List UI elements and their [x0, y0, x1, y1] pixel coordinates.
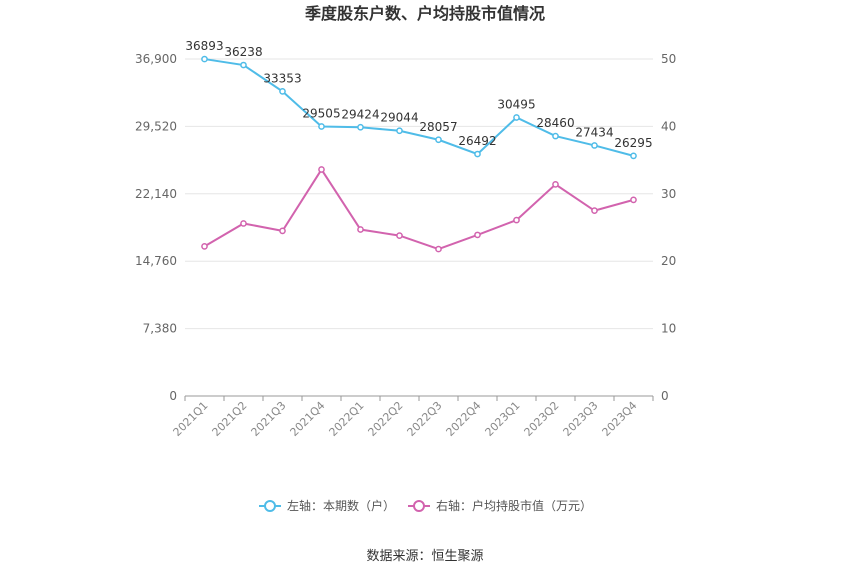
data-point [357, 226, 364, 233]
left-tick-label: 29,520 [135, 119, 177, 133]
data-point [435, 136, 442, 144]
right-tick-label: 50 [661, 52, 676, 66]
data-label: 29505 [302, 107, 340, 121]
legend-marker [413, 500, 425, 512]
x-tick-label: 2021Q1 [171, 399, 211, 439]
data-label: 26492 [458, 134, 496, 148]
data-point [552, 181, 559, 188]
series-line-0 [204, 58, 634, 157]
left-tick-label: 14,760 [135, 254, 177, 268]
data-point [396, 127, 403, 135]
data-point [201, 55, 208, 63]
x-tick-label: 2021Q3 [249, 399, 289, 439]
right-tick-label: 10 [661, 322, 676, 336]
right-tick-label: 40 [661, 119, 676, 133]
right-axis: 0 10 20 30 40 50 [661, 52, 676, 403]
x-tick-label: 2022Q2 [366, 399, 406, 439]
data-point [279, 227, 286, 235]
right-tick-label: 30 [661, 187, 676, 201]
data-point [474, 150, 481, 158]
left-tick-label: 22,140 [135, 187, 177, 201]
x-tick-label: 2023Q3 [561, 399, 601, 439]
source-text: 数据来源：恒生聚源 [366, 549, 483, 564]
data-label: 28057 [419, 120, 457, 134]
data-point [396, 232, 403, 239]
data-point [240, 61, 247, 69]
data-label: 28460 [536, 116, 574, 130]
left-tick-label: 7,380 [143, 322, 177, 336]
legend[interactable]: 左轴：本期数（户） 右轴：户均持股市值（万元） [259, 498, 592, 513]
x-tick-label: 2023Q4 [600, 399, 640, 439]
data-point [240, 220, 247, 227]
right-tick-label: 20 [661, 254, 676, 268]
data-label: 33353 [263, 71, 301, 85]
series-lines [203, 58, 634, 251]
x-tick-label: 2022Q4 [444, 399, 484, 439]
data-point [552, 132, 559, 140]
grid-lines [185, 58, 653, 330]
chart-title: 季度股东户数、户均持股市值情况 [304, 4, 545, 23]
data-point [630, 196, 637, 204]
legend-label: 左轴：本期数（户） [287, 498, 395, 513]
data-label: 29424 [341, 107, 379, 121]
data-label: 36238 [224, 45, 262, 59]
data-point [474, 231, 481, 239]
data-point [435, 245, 442, 253]
data-point [318, 123, 325, 130]
data-label: 26295 [614, 136, 652, 150]
legend-label: 右轴：户均持股市值（万元） [436, 498, 592, 513]
x-tick-label: 2023Q1 [483, 399, 523, 439]
x-axis: 2021Q12021Q22021Q32021Q42022Q12022Q22022… [171, 395, 654, 439]
data-point [357, 123, 364, 131]
data-point [630, 152, 637, 160]
data-point [318, 166, 325, 173]
series-line-1 [203, 167, 634, 251]
left-tick-label: 36,900 [135, 52, 177, 66]
series-points [201, 55, 637, 253]
data-label: 36893 [185, 39, 223, 53]
data-point [279, 88, 286, 95]
data-label: 30495 [497, 97, 535, 111]
right-tick-label: 0 [661, 389, 669, 403]
left-axis: 0 7,380 14,760 22,140 29,520 36,900 [135, 52, 177, 403]
x-tick-label: 2021Q2 [210, 399, 250, 439]
data-label: 29044 [380, 111, 418, 125]
data-point [591, 142, 598, 149]
legend-item-0[interactable]: 左轴：本期数（户） [259, 498, 395, 513]
x-tick-label: 2022Q3 [405, 399, 445, 439]
x-tick-label: 2021Q4 [288, 399, 328, 439]
data-point [591, 207, 598, 214]
data-point [201, 243, 208, 250]
x-tick-label: 2023Q2 [522, 399, 562, 439]
x-tick-label: 2022Q1 [327, 399, 367, 439]
data-point [513, 216, 520, 224]
legend-marker [264, 500, 276, 512]
data-label: 27434 [575, 125, 613, 139]
data-point [513, 114, 520, 121]
left-tick-label: 0 [169, 389, 177, 403]
legend-item-1[interactable]: 右轴：户均持股市值（万元） [408, 498, 592, 513]
